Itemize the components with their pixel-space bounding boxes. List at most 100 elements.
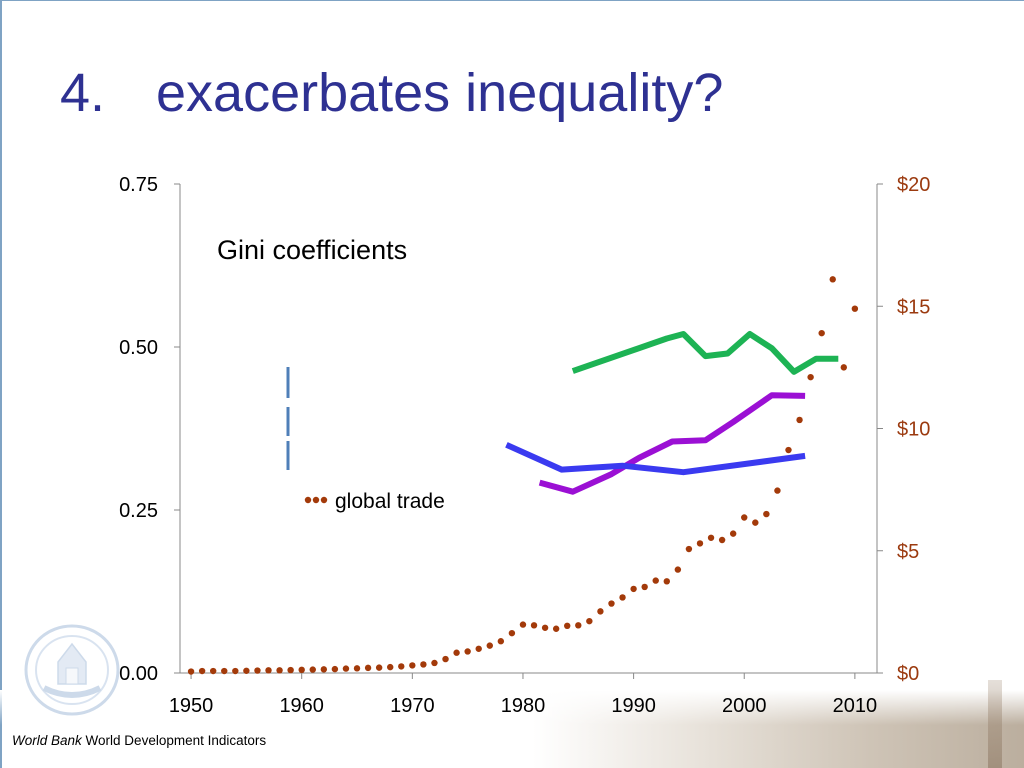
global-trade-point bbox=[409, 662, 416, 669]
global-trade-point bbox=[265, 667, 272, 674]
global-trade-point bbox=[729, 530, 737, 537]
global-trade-point bbox=[575, 622, 582, 629]
global-trade-point bbox=[221, 667, 228, 675]
university-seal-logo bbox=[24, 624, 120, 716]
right-axis-tick-label: $0 bbox=[897, 663, 919, 685]
background-tower bbox=[988, 680, 1002, 768]
global-trade-point bbox=[475, 645, 482, 652]
global-trade-point bbox=[807, 373, 814, 381]
global-trade-point bbox=[840, 364, 848, 371]
chart-title: Gini coefficients bbox=[217, 235, 407, 265]
global-trade-point bbox=[763, 510, 770, 518]
gini-series-line bbox=[538, 392, 806, 495]
axes: 0.00 0.25 0.50 0.75 $0 $5 $10 $15 $20 1950 1960 197… bbox=[119, 174, 930, 717]
global-trade-point bbox=[541, 624, 549, 631]
global-trade-point bbox=[387, 663, 394, 671]
global-trade-point bbox=[309, 666, 316, 673]
global-trade-point bbox=[298, 666, 305, 674]
left-axis-tick-label: 0.00 bbox=[119, 663, 158, 685]
global-trade-point bbox=[187, 668, 195, 675]
global-trade-point bbox=[375, 664, 383, 671]
legend-global-trade-label: global trade bbox=[335, 490, 445, 513]
x-axis-tick-label: 1950 bbox=[169, 695, 214, 717]
background-scenery-fade bbox=[0, 690, 1024, 768]
global-trade-point bbox=[641, 583, 648, 591]
right-axis-tick-label: $5 bbox=[897, 541, 919, 563]
global-trade-point bbox=[497, 638, 505, 645]
gini-series-line bbox=[571, 331, 839, 375]
global-trade-point bbox=[674, 566, 682, 573]
global-trade-point bbox=[254, 667, 261, 674]
global-trade-point bbox=[796, 416, 803, 424]
global-trade-point bbox=[276, 667, 283, 674]
legend-global-trade-marker bbox=[312, 496, 320, 504]
global-trade-point bbox=[619, 594, 626, 601]
slide-title: 4. exacerbates inequality? bbox=[60, 62, 723, 124]
x-axis-tick-label: 1960 bbox=[279, 695, 324, 717]
global-trade-point bbox=[597, 608, 604, 615]
global-trade-point bbox=[718, 536, 726, 544]
source-dataset: World Development Indicators bbox=[85, 733, 267, 748]
x-axis-tick-label: 1980 bbox=[501, 695, 546, 717]
global-trade-point bbox=[287, 666, 294, 674]
global-trade-point bbox=[818, 329, 825, 337]
global-trade-point bbox=[508, 629, 516, 637]
global-trade-point bbox=[431, 659, 438, 667]
legend-global-trade-marker bbox=[304, 496, 312, 504]
global-trade-point bbox=[707, 534, 715, 541]
left-axis-tick-label: 0.50 bbox=[119, 337, 158, 359]
global-trade-point bbox=[519, 621, 527, 628]
slide-title-text: exacerbates inequality? bbox=[156, 63, 724, 123]
global-trade-point bbox=[232, 667, 239, 675]
global-trade-point bbox=[420, 661, 427, 668]
global-trade-point bbox=[464, 648, 471, 655]
global-trade-series bbox=[187, 276, 859, 675]
global-trade-point bbox=[785, 446, 792, 454]
global-trade-point bbox=[564, 622, 571, 630]
source-org: World Bank bbox=[12, 733, 82, 748]
global-trade-point bbox=[342, 665, 350, 672]
global-trade-point bbox=[353, 665, 361, 672]
global-trade-point bbox=[453, 649, 460, 656]
global-trade-point bbox=[741, 514, 748, 521]
right-axis-tick-label: $15 bbox=[897, 296, 930, 318]
source-note: World Bank World Development Indicators bbox=[12, 733, 266, 748]
global-trade-point bbox=[552, 625, 560, 632]
legend: global trade bbox=[286, 367, 445, 513]
global-trade-point bbox=[608, 600, 615, 607]
global-trade-point bbox=[398, 663, 405, 670]
gini-series bbox=[505, 442, 806, 476]
global-trade-point bbox=[364, 664, 372, 672]
global-trade-point bbox=[774, 487, 781, 494]
right-axis-tick-label: $20 bbox=[897, 174, 930, 196]
x-axis-tick-label: 2000 bbox=[722, 695, 767, 717]
global-trade-point bbox=[320, 666, 328, 673]
left-axis-tick-label: 0.75 bbox=[119, 174, 158, 196]
global-trade-point bbox=[586, 617, 593, 625]
global-trade-point bbox=[652, 577, 659, 584]
global-trade-point bbox=[851, 305, 859, 312]
global-trade-point bbox=[209, 667, 217, 675]
right-axis-tick-label: $10 bbox=[897, 419, 930, 441]
global-trade-point bbox=[486, 642, 493, 649]
legend-global-trade-marker bbox=[320, 496, 328, 504]
left-axis-tick-label: 0.25 bbox=[119, 500, 158, 522]
slide-title-number: 4. bbox=[60, 63, 106, 123]
global-trade-point bbox=[685, 545, 693, 553]
x-axis-tick-label: 1970 bbox=[390, 695, 435, 717]
gini-series bbox=[571, 331, 839, 375]
global-trade-point bbox=[829, 276, 836, 283]
global-trade-point bbox=[442, 655, 449, 663]
global-trade-point bbox=[243, 667, 250, 674]
x-axis-tick-label: 2010 bbox=[833, 695, 878, 717]
global-trade-point bbox=[663, 578, 670, 585]
series-layer bbox=[187, 276, 859, 675]
gini-series bbox=[538, 392, 806, 495]
global-trade-point bbox=[630, 585, 637, 593]
global-trade-point bbox=[331, 665, 339, 673]
global-trade-point bbox=[752, 519, 759, 526]
global-trade-point bbox=[198, 667, 206, 675]
global-trade-point bbox=[530, 622, 538, 629]
